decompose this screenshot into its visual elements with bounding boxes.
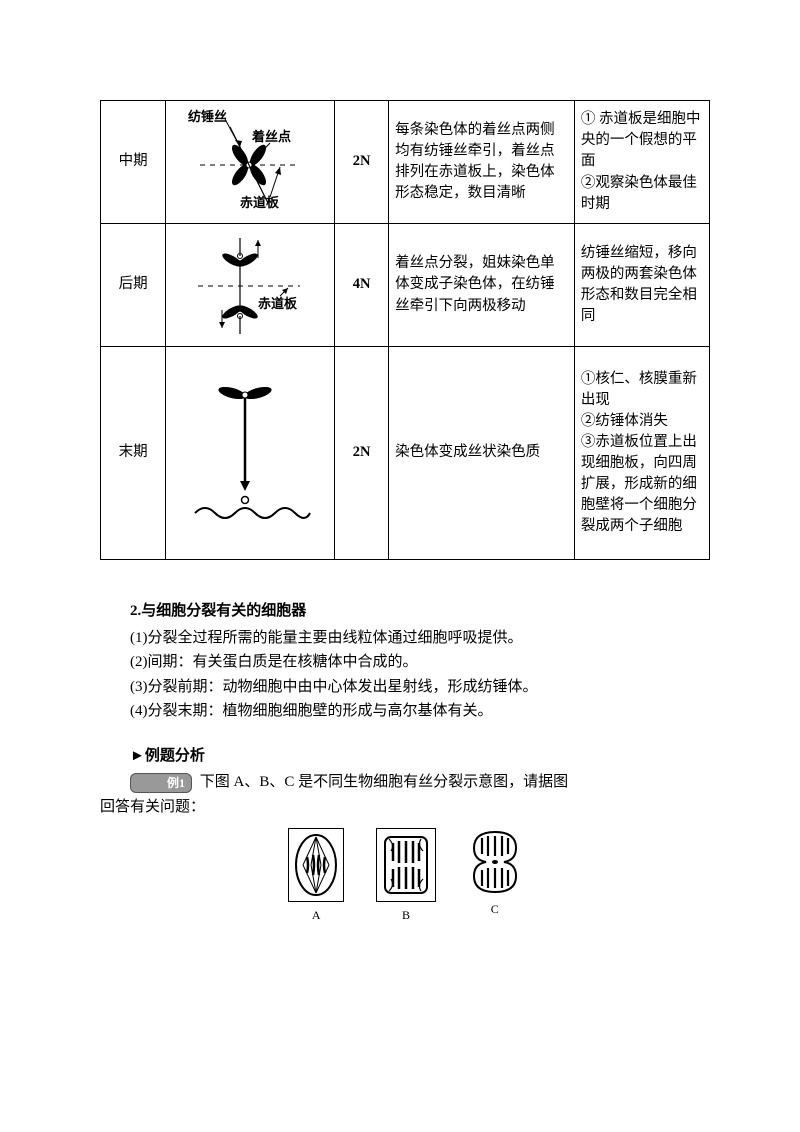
- table-row: 中期 纺锤丝 着丝点 赤道板: [101, 101, 710, 224]
- organelle-item: (2)间期：有关蛋白质是在核糖体中合成的。: [100, 651, 710, 674]
- cell-diagram-telophase: [166, 347, 335, 560]
- svg-text:着丝点: 着丝点: [251, 129, 291, 144]
- cell-phase: 末期: [101, 347, 166, 560]
- organelle-item: (1)分裂全过程所需的能量主要由线粒体通过细胞呼吸提供。: [100, 627, 710, 650]
- svg-text:赤道板: 赤道板: [258, 296, 298, 311]
- cell-figure-c-icon: [468, 828, 522, 896]
- table-row: 后期 赤道板: [101, 224, 710, 347]
- figure-label: C: [468, 900, 522, 918]
- cell-chrom-count: 2N: [335, 101, 389, 224]
- telophase-diagram-icon: [180, 353, 320, 553]
- svg-text:纺锤丝: 纺锤丝: [188, 109, 227, 124]
- example-badge-icon: 例1: [130, 773, 192, 793]
- figure-label: A: [288, 906, 344, 924]
- example-text-line2: 回答有关问题：: [100, 796, 710, 819]
- cell-description: 染色体变成丝状染色质: [389, 347, 575, 560]
- cell-phase: 后期: [101, 224, 166, 347]
- cell-phase: 中期: [101, 101, 166, 224]
- cell-notes: ①核仁、核膜重新出现②纺锤体消失③赤道板位置上出现细胞板，向四周扩展，形成新的细…: [574, 347, 709, 560]
- cell-description: 每条染色体的着丝点两侧均有纺锤丝牵引，着丝点排列在赤道板上，染色体形态稳定，数目…: [389, 101, 575, 224]
- cell-chrom-count: 4N: [335, 224, 389, 347]
- cell-chrom-count: 2N: [335, 347, 389, 560]
- anaphase-diagram-icon: 赤道板: [180, 230, 320, 340]
- table-row: 末期 2N 染色体变成丝状染色质 ①核仁、核膜重新出现②纺锤体消失③赤道板位置上…: [101, 347, 710, 560]
- organelles-heading: 2.与细胞分裂有关的细胞器: [100, 600, 710, 623]
- cell-description: 着丝点分裂，姐妹染色单体变成子染色体，在纺锤丝牵引下向两极移动: [389, 224, 575, 347]
- figure-label: B: [376, 906, 436, 924]
- mitosis-phase-table: 中期 纺锤丝 着丝点 赤道板: [100, 100, 710, 560]
- organelle-item: (3)分裂前期：动物细胞中由中心体发出星射线，形成纺锤体。: [100, 676, 710, 699]
- organelle-item: (4)分裂末期：植物细胞细胞壁的形成与高尔基体有关。: [100, 700, 710, 723]
- metaphase-diagram-icon: 纺锤丝 着丝点 赤道板: [180, 107, 320, 217]
- cell-figure-a-icon: [293, 833, 339, 897]
- cell-notes: 纺锤丝缩短，移向两极的两套染色体形态和数目完全相同: [574, 224, 709, 347]
- example-figures: A B C: [100, 828, 710, 924]
- example-heading: ►例题分析: [100, 745, 710, 768]
- svg-text:赤道板: 赤道板: [240, 195, 280, 210]
- cell-figure-b-icon: [381, 833, 431, 897]
- example-text-line1: 例1 下图 A、B、C 是不同生物细胞有丝分裂示意图，请据图: [100, 771, 710, 794]
- cell-notes: ① 赤道板是细胞中央的一个假想的平面②观察染色体最佳时期: [574, 101, 709, 224]
- cell-diagram-anaphase: 赤道板: [166, 224, 335, 347]
- cell-diagram-metaphase: 纺锤丝 着丝点 赤道板: [166, 101, 335, 224]
- example-text: 下图 A、B、C 是不同生物细胞有丝分裂示意图，请据图: [200, 774, 568, 790]
- figure-a: A: [288, 828, 344, 924]
- figure-b: B: [376, 828, 436, 924]
- figure-c: C: [468, 828, 522, 918]
